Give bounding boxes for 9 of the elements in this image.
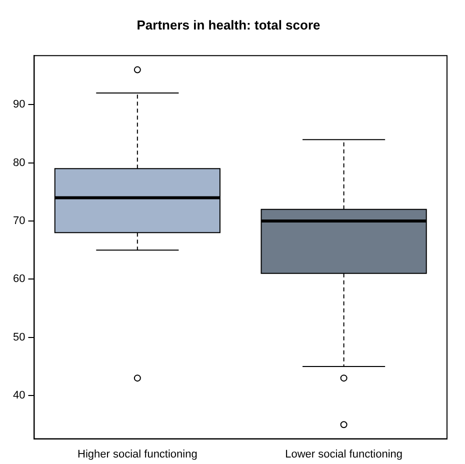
x-tick-label: Higher social functioning <box>77 448 198 460</box>
chart-title: Partners in health: total score <box>136 17 320 32</box>
y-tick-label: 80 <box>12 156 26 169</box>
y-tick-label: 40 <box>12 390 26 402</box>
y-tick-label: 70 <box>12 215 26 228</box>
y-tick-label: 50 <box>12 331 26 344</box>
y-tick-label: 90 <box>12 98 26 111</box>
y-tick-label: 60 <box>12 273 26 286</box>
x-tick-label: Lower social functioning <box>285 448 403 460</box>
